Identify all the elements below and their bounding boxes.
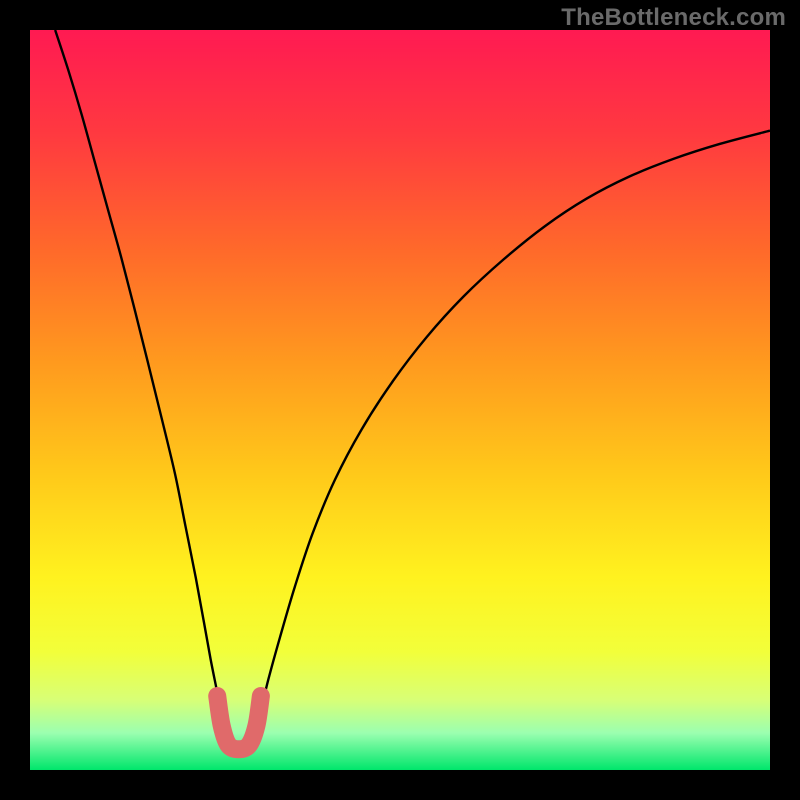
plot-gradient-background xyxy=(30,30,770,770)
watermark-text: TheBottleneck.com xyxy=(561,4,786,32)
chart-stage: TheBottleneck.com xyxy=(0,0,800,800)
chart-outer-background xyxy=(0,0,800,800)
chart-svg xyxy=(0,0,800,800)
